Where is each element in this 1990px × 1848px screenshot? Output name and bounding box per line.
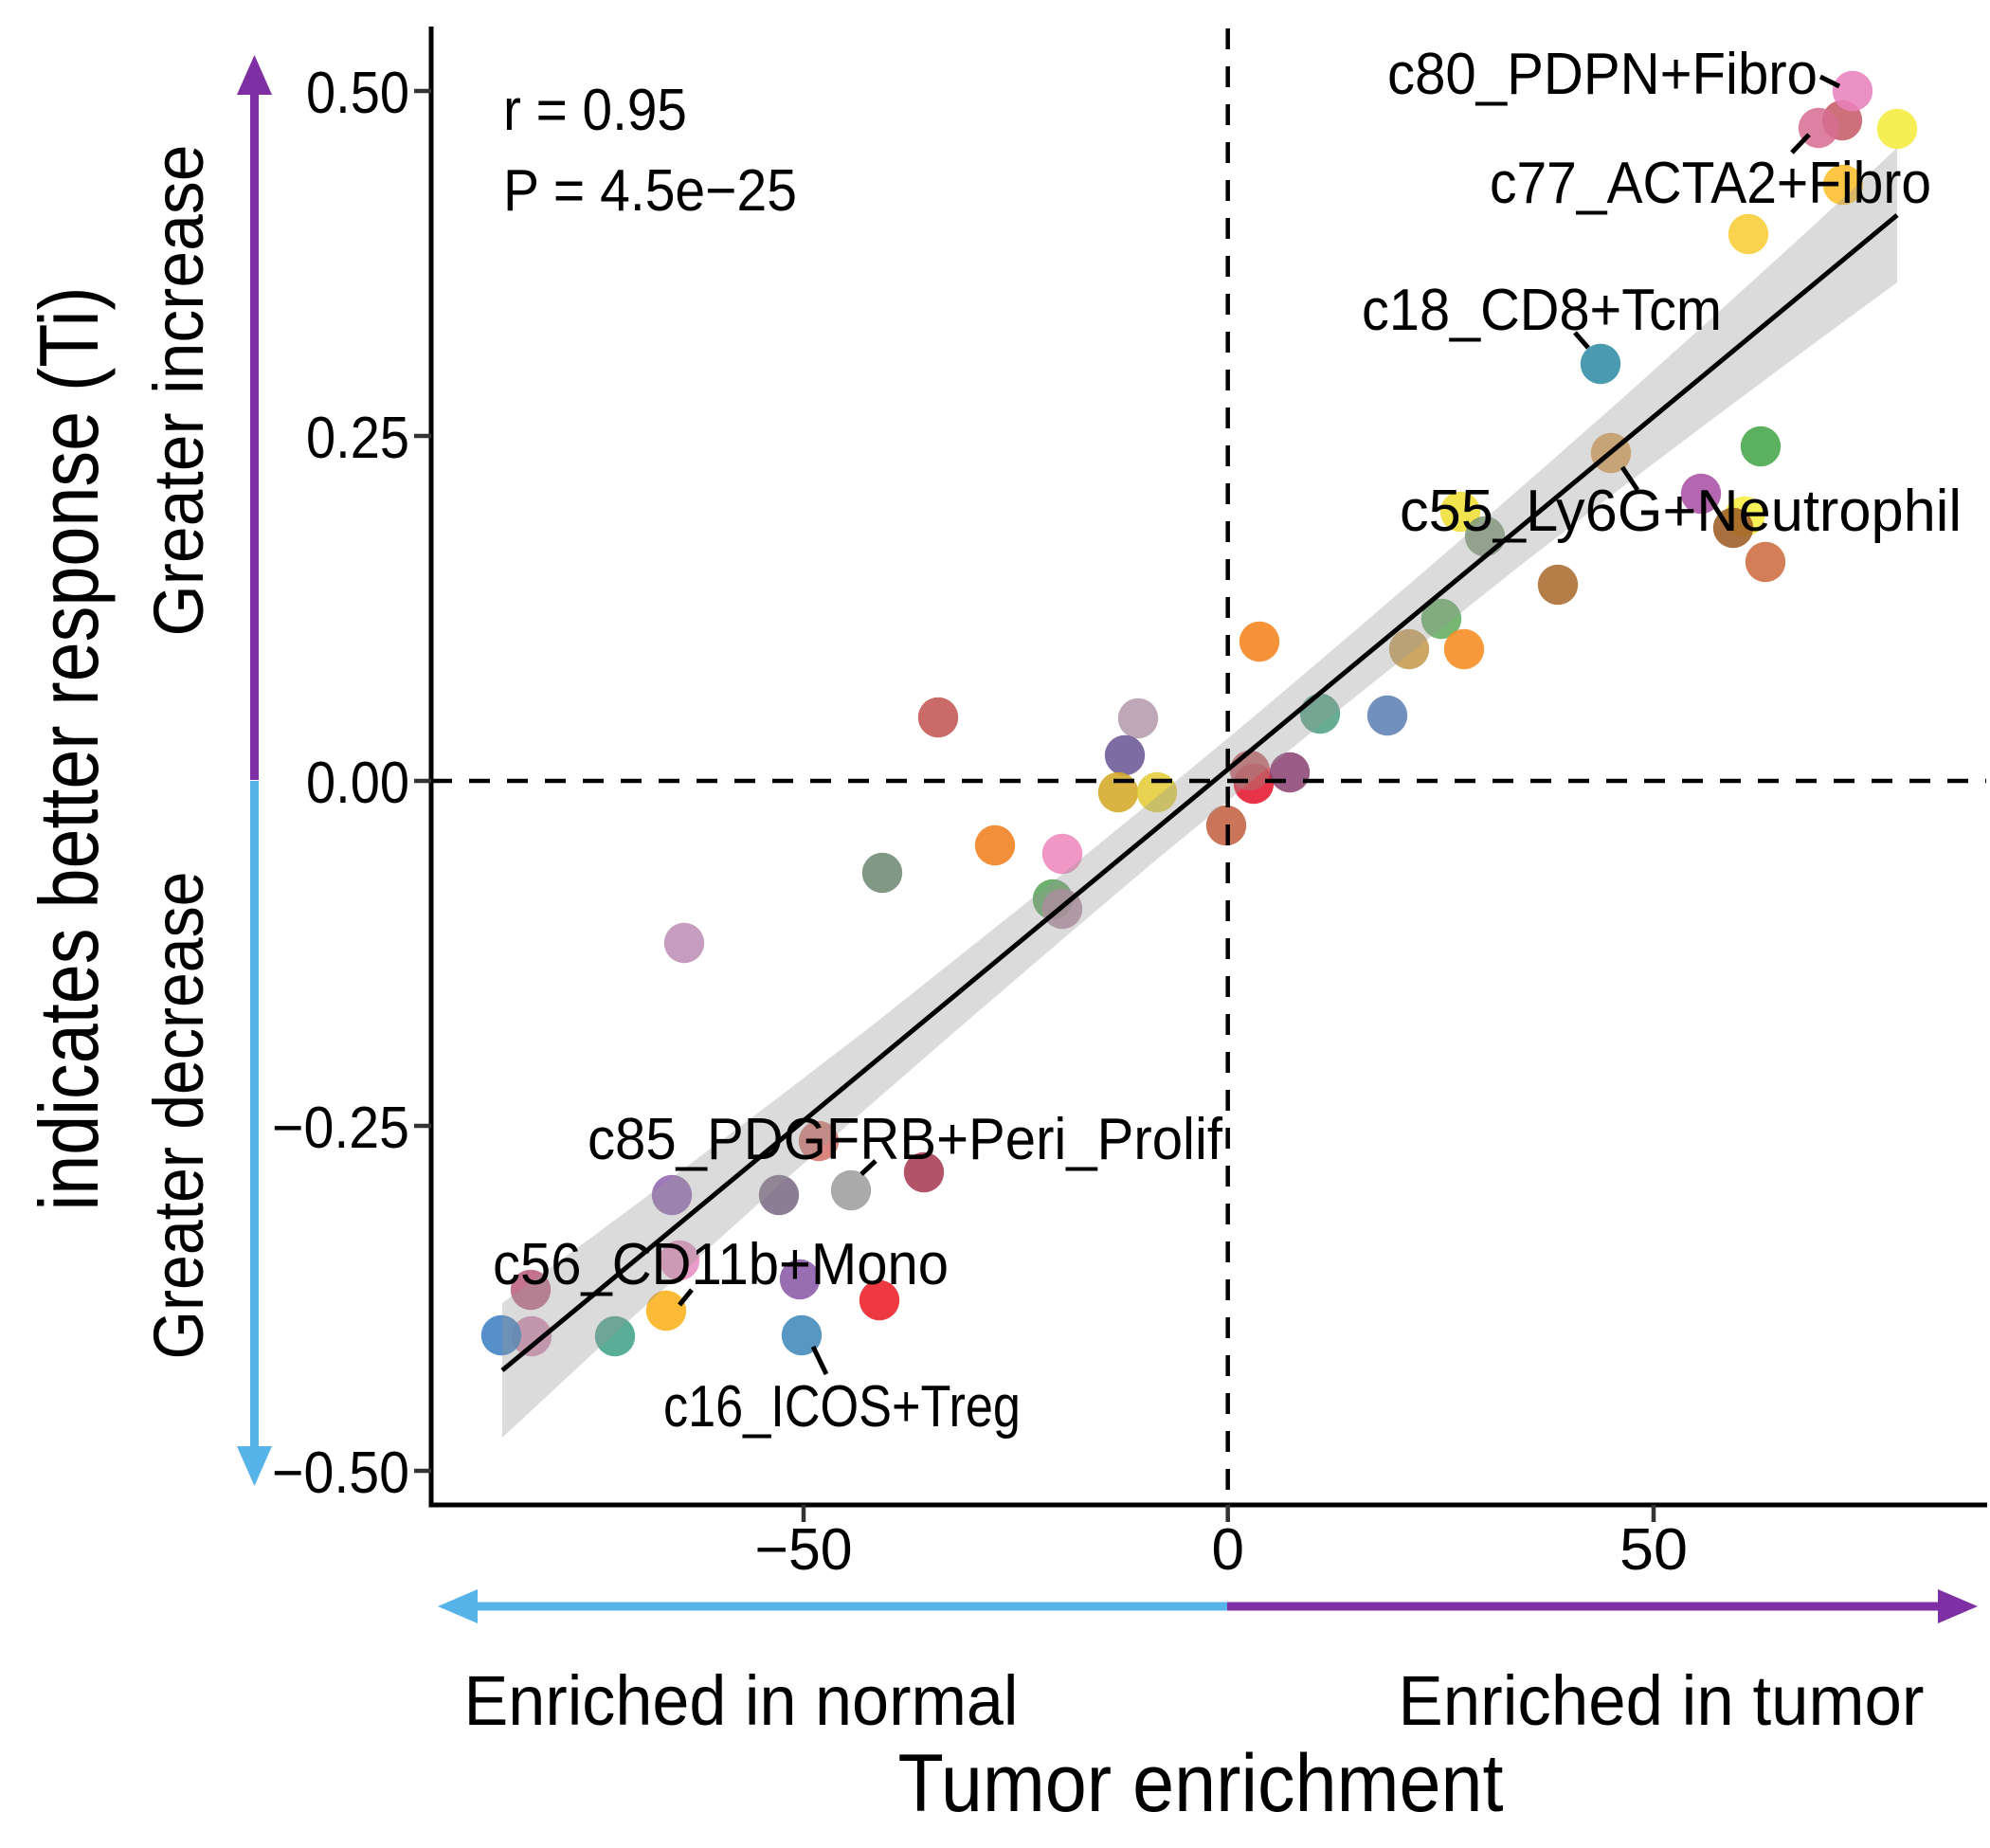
svg-text:Greater increase: Greater increase	[139, 145, 218, 637]
svg-text:50: 50	[1619, 1517, 1688, 1583]
svg-text:c55_Ly6G+Neutrophil: c55_Ly6G+Neutrophil	[1400, 479, 1962, 544]
svg-text:0.00: 0.00	[306, 751, 409, 816]
svg-text:c80_PDPN+Fibro: c80_PDPN+Fibro	[1387, 42, 1818, 107]
svg-text:c16_ICOS+Treg: c16_ICOS+Treg	[663, 1374, 1021, 1440]
svg-text:0.50: 0.50	[306, 61, 409, 126]
svg-text:−0.25: −0.25	[272, 1096, 409, 1161]
svg-text:c18_CD8+Tcm: c18_CD8+Tcm	[1362, 278, 1722, 343]
svg-text:Tumor enrichment: Tumor enrichment	[898, 1738, 1504, 1829]
svg-text:Enriched in normal: Enriched in normal	[464, 1661, 1019, 1740]
svg-text:−0.50: −0.50	[272, 1440, 409, 1506]
svg-text:0.25: 0.25	[306, 406, 409, 471]
svg-text:c56_CD11b+Mono: c56_CD11b+Mono	[493, 1232, 949, 1297]
svg-text:indicates better response (Ti): indicates better response (Ti)	[22, 287, 116, 1211]
svg-text:c85_PDGFRB+Peri_Prolif: c85_PDGFRB+Peri_Prolif	[588, 1107, 1223, 1172]
svg-text:Greater decrease: Greater decrease	[139, 872, 218, 1360]
svg-text:r = 0.95: r = 0.95	[503, 78, 687, 143]
svg-text:c77_ACTA2+Fibro: c77_ACTA2+Fibro	[1490, 151, 1931, 216]
svg-text:Enriched in tumor: Enriched in tumor	[1399, 1661, 1925, 1740]
svg-text:P = 4.5e−25: P = 4.5e−25	[503, 158, 797, 224]
svg-text:0: 0	[1211, 1517, 1243, 1583]
svg-text:−50: −50	[755, 1517, 853, 1583]
